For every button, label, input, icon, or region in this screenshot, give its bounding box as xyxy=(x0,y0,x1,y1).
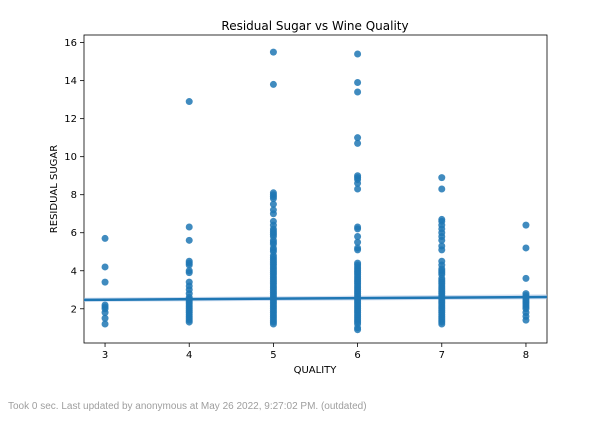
scatter-point xyxy=(522,221,530,229)
scatter-point xyxy=(522,274,530,282)
scatter-point xyxy=(438,215,446,223)
paragraph-status-text: Took 0 sec. Last updated by anonymous at… xyxy=(8,401,367,412)
scatter-point xyxy=(354,172,362,180)
y-tick-label: 14 xyxy=(64,76,77,87)
x-tick-label: 3 xyxy=(102,350,108,361)
y-tick-label: 4 xyxy=(71,266,77,277)
scatter-point xyxy=(185,223,193,231)
scatter-point xyxy=(269,200,277,208)
scatter-point xyxy=(522,290,530,298)
y-axis-label: RESIDUAL SUGAR xyxy=(49,145,60,233)
scatter-point xyxy=(522,244,530,252)
scatter-point xyxy=(354,88,362,96)
scatter-point xyxy=(354,233,362,241)
scatter-point xyxy=(354,244,362,252)
scatter-point xyxy=(354,238,362,246)
scatter-point xyxy=(101,301,109,309)
x-tick-label: 6 xyxy=(354,350,360,361)
x-tick-label: 5 xyxy=(270,350,276,361)
scatter-point xyxy=(185,257,193,265)
scatter-chart: 3 4 5 6 7 8 2 4 6 8 10 12 14 16 Residual Sugar vs Wi… xyxy=(49,19,548,376)
scatter-point xyxy=(185,98,193,106)
x-axis-label: QUALITY xyxy=(294,365,338,376)
scatter-point xyxy=(269,80,277,88)
scatter-point xyxy=(438,174,446,182)
scatter-point xyxy=(438,242,446,250)
scatter-point xyxy=(185,236,193,244)
scatter-point xyxy=(438,185,446,193)
scatter-point xyxy=(354,134,362,142)
scatter-point xyxy=(269,217,277,225)
regression-line xyxy=(83,295,548,302)
y-tick-label: 2 xyxy=(71,304,77,315)
scatter-point xyxy=(354,50,362,58)
x-tick-label: 4 xyxy=(186,350,192,361)
scatter-point xyxy=(101,234,109,242)
scatter-point xyxy=(354,223,362,231)
y-tick-label: 12 xyxy=(64,114,77,125)
scatter-point xyxy=(101,314,109,322)
chart-title: Residual Sugar vs Wine Quality xyxy=(221,19,408,33)
scatter-point xyxy=(185,267,193,275)
scatter-point xyxy=(101,320,109,328)
scatter-point xyxy=(269,48,277,56)
x-tick-label: 8 xyxy=(523,350,529,361)
scatter-point xyxy=(354,139,362,147)
scatter-point xyxy=(354,79,362,87)
scatter-point xyxy=(269,206,277,214)
y-tick-label: 6 xyxy=(71,228,77,239)
scatter-point xyxy=(354,259,362,267)
scatter-point xyxy=(269,189,277,197)
scatter-point xyxy=(354,185,362,193)
scatter-point xyxy=(438,257,446,265)
scatter-point xyxy=(185,278,193,286)
y-tick-label: 10 xyxy=(64,152,77,163)
y-tick-label: 16 xyxy=(64,38,77,49)
scatter-point xyxy=(101,278,109,286)
scatter-point xyxy=(101,263,109,271)
y-tick-label: 8 xyxy=(71,190,77,201)
plot-area xyxy=(83,34,548,344)
x-tick-label: 7 xyxy=(439,350,445,361)
